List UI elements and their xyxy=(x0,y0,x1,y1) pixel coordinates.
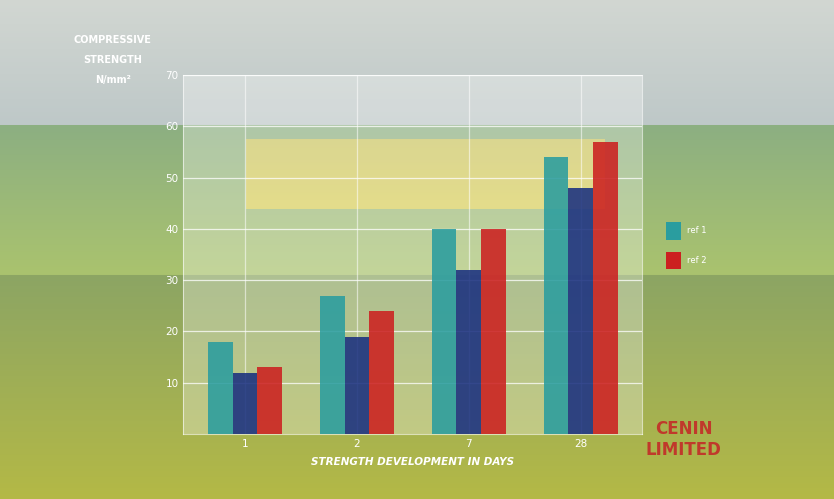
Bar xyxy=(258,367,282,434)
Text: ref 2: ref 2 xyxy=(687,256,706,265)
Text: ref 1: ref 1 xyxy=(687,226,706,236)
Text: COMPRESSIVE: COMPRESSIVE xyxy=(73,35,152,45)
Text: STRENGTH: STRENGTH xyxy=(83,55,142,65)
Bar xyxy=(481,229,505,434)
Text: CENIN
LIMITED: CENIN LIMITED xyxy=(646,420,721,459)
Bar xyxy=(369,311,394,434)
Bar xyxy=(568,188,593,434)
Bar xyxy=(233,373,258,434)
Bar xyxy=(544,157,568,434)
Bar xyxy=(208,342,233,434)
Text: N/mm²: N/mm² xyxy=(94,75,131,85)
Bar xyxy=(344,337,369,434)
Bar xyxy=(593,142,617,434)
Bar xyxy=(432,229,456,434)
X-axis label: STRENGTH DEVELOPMENT IN DAYS: STRENGTH DEVELOPMENT IN DAYS xyxy=(311,457,515,468)
Bar xyxy=(320,295,344,434)
Bar xyxy=(456,270,481,434)
